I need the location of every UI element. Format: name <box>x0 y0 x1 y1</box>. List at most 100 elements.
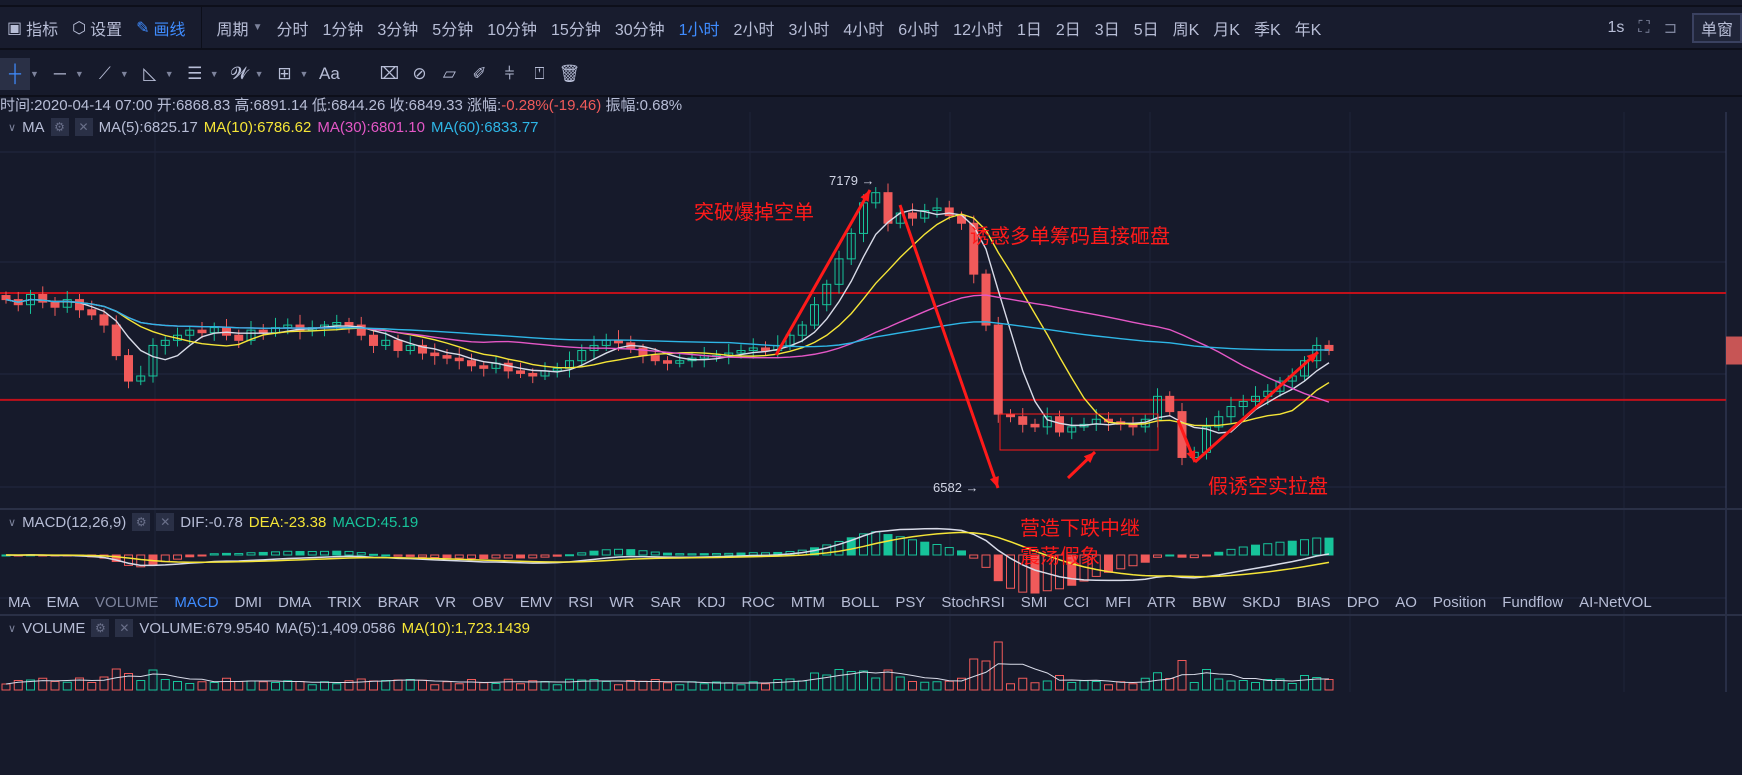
period-18[interactable]: 月K <box>1213 21 1240 39</box>
fullscreen-icon[interactable]: ⛶ <box>1638 18 1650 36</box>
indicator-tab-mfi[interactable]: MFI <box>1105 593 1132 611</box>
measure-box-icon[interactable]: ⊞ <box>277 63 292 83</box>
ruler-icon[interactable]: ▱ <box>442 63 456 83</box>
period-4[interactable]: 10分钟 <box>487 21 538 39</box>
close-icon[interactable]: ✕ <box>74 118 93 136</box>
indicator-tab-bias[interactable]: BIAS <box>1296 593 1331 611</box>
indicator-tab-mtm[interactable]: MTM <box>790 593 825 611</box>
indicator-tab-trix[interactable]: TRIX <box>327 593 362 611</box>
indicator-tab-boll[interactable]: BOLL <box>841 593 880 611</box>
caret-down-icon[interactable]: ▼ <box>209 68 219 79</box>
collapse-icon[interactable]: ∨ <box>8 516 17 529</box>
caret-down-icon[interactable]: ▼ <box>30 68 39 79</box>
indicator-tab-cci[interactable]: CCI <box>1063 593 1090 611</box>
period-7[interactable]: 1小时 <box>678 21 720 39</box>
indicator-tab-smi[interactable]: SMI <box>1020 593 1048 611</box>
period-20[interactable]: 年K <box>1294 21 1322 39</box>
indicator-tab-ema[interactable]: EMA <box>46 593 80 611</box>
gear-icon[interactable]: ⚙ <box>91 619 110 637</box>
caret-down-icon[interactable]: ▼ <box>164 68 174 79</box>
indicator-tab-ai-netvol[interactable]: AI-NetVOL <box>1579 593 1652 611</box>
collapse-icon[interactable]: ∨ <box>8 622 17 635</box>
volume-bar <box>969 658 979 691</box>
indicator-tab-skdj[interactable]: SKDJ <box>1242 593 1281 611</box>
refresh-interval[interactable]: 1s <box>1607 18 1625 36</box>
indicator-tab-vr[interactable]: VR <box>435 593 457 611</box>
indicator-tab-roc[interactable]: ROC <box>741 593 775 611</box>
text-tool[interactable]: Aa <box>319 63 340 83</box>
indicator-tab-brar[interactable]: BRAR <box>377 593 420 611</box>
gear-icon[interactable]: ⚙ <box>50 118 69 136</box>
close-icon[interactable]: ✕ <box>156 513 175 531</box>
indicator-tab-dmi[interactable]: DMI <box>234 593 263 611</box>
parallel-lines-icon[interactable]: ☰ <box>187 63 203 83</box>
draw-button[interactable]: ✎ 画线 <box>136 19 186 39</box>
period-13[interactable]: 1日 <box>1016 21 1042 39</box>
period-2[interactable]: 3分钟 <box>377 21 419 39</box>
add-window-icon[interactable]: ⊐ <box>1663 19 1677 37</box>
wave-icon[interactable]: 𝓦 <box>230 63 249 83</box>
indicator-tab-dma[interactable]: DMA <box>278 593 312 611</box>
indicator-tab-wr[interactable]: WR <box>609 593 635 611</box>
horizontal-line-icon[interactable]: ─ <box>53 63 66 83</box>
indicator-tab-ao[interactable]: AO <box>1395 593 1417 611</box>
indicator-tab-psy[interactable]: PSY <box>895 593 926 611</box>
period-14[interactable]: 2日 <box>1055 21 1081 39</box>
indicator-tab-kdj[interactable]: KDJ <box>697 593 726 611</box>
period-0[interactable]: 分时 <box>276 21 309 39</box>
period-16[interactable]: 5日 <box>1133 21 1159 39</box>
trash-icon[interactable]: 🗑 <box>558 63 581 83</box>
chart-canvas[interactable] <box>0 112 1742 775</box>
indicator-tab-macd[interactable]: MACD <box>174 593 219 611</box>
text-icon[interactable] <box>344 58 374 90</box>
indicator-tab-bbw[interactable]: BBW <box>1191 593 1227 611</box>
period-9[interactable]: 3小时 <box>788 21 830 39</box>
period-3[interactable]: 5分钟 <box>432 21 474 39</box>
indicator-tab-sar[interactable]: SAR <box>650 593 682 611</box>
volume-bar <box>871 677 881 691</box>
caret-down-icon[interactable]: ▼ <box>74 68 84 79</box>
period-10[interactable]: 4小时 <box>843 21 885 39</box>
eraser-icon[interactable]: ⌧ <box>379 63 400 83</box>
period-11[interactable]: 6小时 <box>898 21 940 39</box>
period-dropdown[interactable]: 周期 ▼ <box>216 21 263 39</box>
pen-icon[interactable]: ✐ <box>472 63 487 83</box>
caret-down-icon[interactable]: ▼ <box>119 68 129 79</box>
indicator-tab-stochrsi[interactable]: StochRSI <box>941 593 1005 611</box>
magnet-icon[interactable]: ⊘ <box>412 63 427 83</box>
period-6[interactable]: 30分钟 <box>614 21 665 39</box>
angle-icon[interactable]: ◺ <box>143 63 157 83</box>
indicator-tab-atr[interactable]: ATR <box>1147 593 1176 611</box>
indicator-tab-ma[interactable]: MA <box>8 593 31 611</box>
settings-button[interactable]: ⬡ 设置 <box>72 19 123 39</box>
indicator-tab-volume[interactable]: VOLUME <box>95 593 159 611</box>
indicator-tab-obv[interactable]: OBV <box>472 593 504 611</box>
macd-histogram-bar <box>1263 543 1273 556</box>
indicator-tab-fundflow[interactable]: Fundflow <box>1502 593 1564 611</box>
indicator-tab-dpo[interactable]: DPO <box>1346 593 1380 611</box>
indicators-button[interactable]: ▣ 指标 <box>7 19 59 39</box>
single-window-button[interactable]: 单窗 <box>1691 12 1742 43</box>
caret-down-icon[interactable]: ▼ <box>299 68 309 79</box>
period-5[interactable]: 15分钟 <box>551 21 601 39</box>
trend-line-icon[interactable]: ⟋ <box>98 63 111 83</box>
indicator-tab-rsi[interactable]: RSI <box>568 593 594 611</box>
macd-histogram-bar <box>932 543 942 556</box>
collapse-icon[interactable]: ∨ <box>8 121 17 134</box>
volume-bar <box>589 679 599 691</box>
period-12[interactable]: 12小时 <box>953 21 1003 39</box>
close-icon[interactable]: ✕ <box>115 619 134 637</box>
period-19[interactable]: 季K <box>1253 21 1281 39</box>
lock-icon[interactable]: ⫩ <box>504 63 515 83</box>
indicator-tab-emv[interactable]: EMV <box>519 593 553 611</box>
caret-down-icon[interactable]: ▼ <box>254 68 264 79</box>
gear-icon[interactable]: ⚙ <box>132 513 151 531</box>
candle <box>332 322 342 326</box>
indicator-tab-position[interactable]: Position <box>1432 593 1487 611</box>
period-1[interactable]: 1分钟 <box>322 21 364 39</box>
period-8[interactable]: 2小时 <box>733 21 775 39</box>
copy-icon[interactable]: ⍞ <box>534 63 545 83</box>
period-17[interactable]: 周K <box>1172 21 1200 39</box>
crosshair-icon[interactable]: ┼ <box>0 57 30 90</box>
period-15[interactable]: 3日 <box>1094 21 1120 39</box>
